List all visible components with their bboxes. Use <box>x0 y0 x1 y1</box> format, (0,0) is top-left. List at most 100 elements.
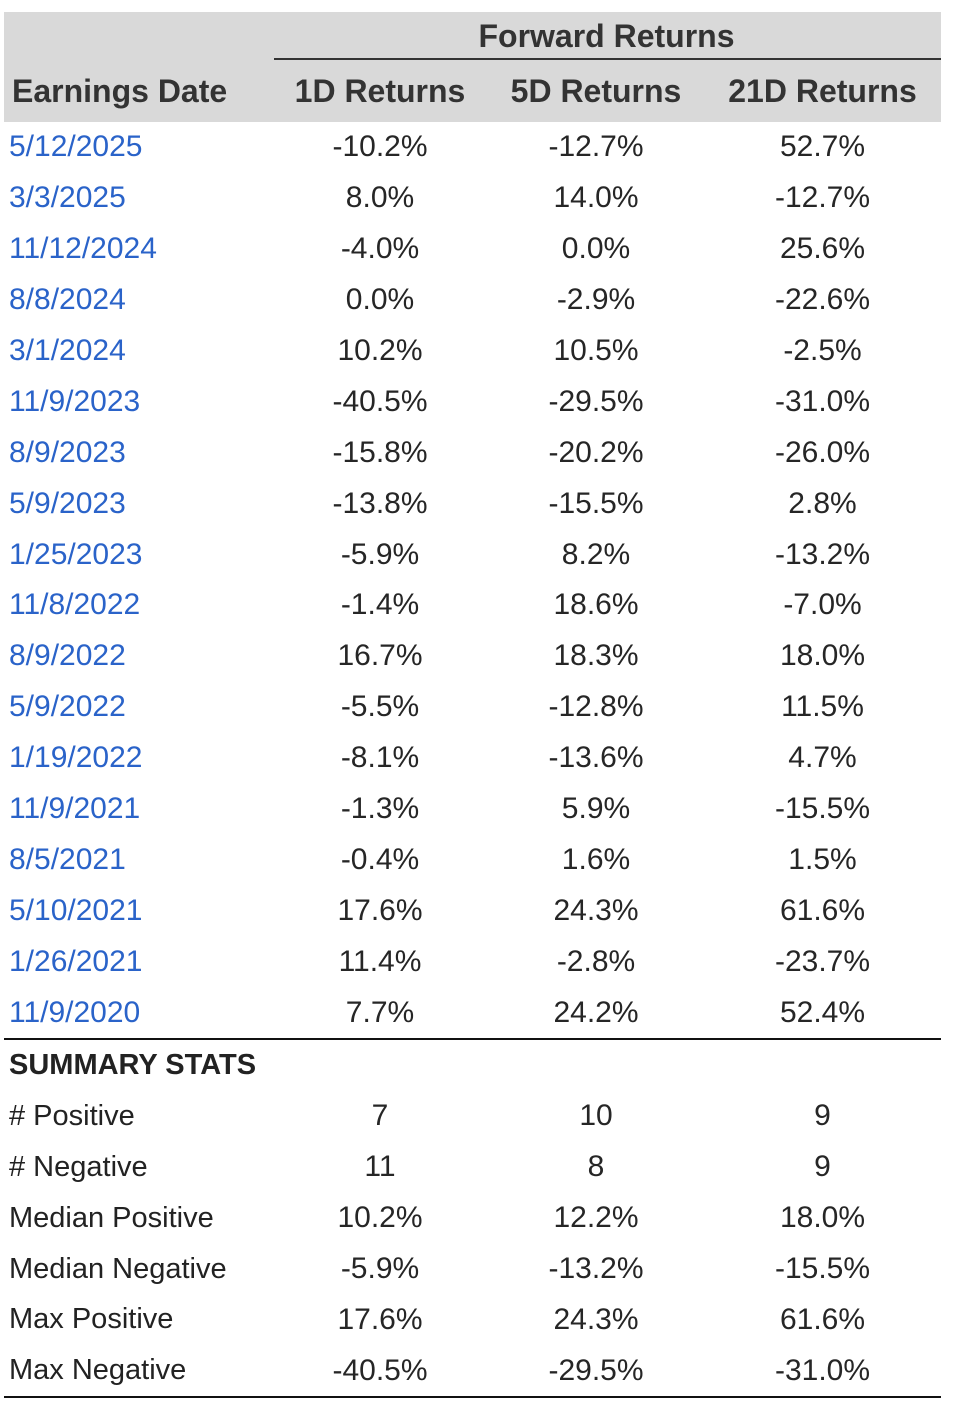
table-row: 8/8/2024 0.0% -2.9% -22.6% <box>4 275 941 326</box>
return-5d-cell: -15.5% <box>548 486 644 520</box>
summary-21d-value: 61.6% <box>779 1302 866 1336</box>
summary-1d-value: 10.2% <box>337 1201 423 1235</box>
summary-5d-value: 12.2% <box>553 1201 639 1235</box>
return-1d-cell: -1.3% <box>340 792 420 826</box>
return-5d-cell: 24.3% <box>553 893 639 927</box>
table-row: 3/1/2024 10.2% 10.5% -2.5% <box>4 326 941 377</box>
summary-stat-label: # Negative <box>9 1150 148 1183</box>
earnings-date-link[interactable]: 1/26/2021 <box>9 944 143 978</box>
table-row: 5/10/2021 17.6% 24.3% 61.6% <box>4 885 941 936</box>
summary-row: Median Negative -5.9% -13.2% -15.5% <box>4 1244 941 1295</box>
return-21d-cell: 11.5% <box>781 690 864 724</box>
return-5d-cell: -12.8% <box>548 690 644 724</box>
earnings-date-link[interactable]: 8/5/2021 <box>9 842 126 876</box>
table-row: 1/26/2021 11.4% -2.8% -23.7% <box>4 936 941 987</box>
earnings-data-body: 5/12/2025 -10.2% -12.7% 52.7% 3/3/2025 8.0% 14… <box>4 122 941 1041</box>
return-21d-cell: 52.7% <box>779 130 866 164</box>
return-5d-cell: 18.6% <box>553 588 639 622</box>
earnings-date-link[interactable]: 5/12/2025 <box>9 130 143 164</box>
summary-5d-value: -29.5% <box>488 1345 704 1399</box>
return-5d-cell: 0.0% <box>561 232 631 266</box>
return-5d-cell: -2.8% <box>556 944 636 978</box>
table-row: 1/19/2022 -8.1% -13.6% 4.7% <box>4 733 941 784</box>
earnings-date-link[interactable]: 3/3/2025 <box>9 181 126 215</box>
earnings-date-link[interactable]: 8/9/2023 <box>9 435 126 469</box>
summary-stats-body: SUMMARY STATS # Positive 7 10 9 # Negative 11… <box>4 1039 941 1399</box>
return-1d-cell: 0.0% <box>345 283 415 317</box>
return-21d-cell: -13.2% <box>774 537 871 571</box>
return-1d-cell: 7.7% <box>272 987 488 1041</box>
header-group-spacer <box>4 12 272 60</box>
return-1d-cell: 8.0% <box>345 181 415 215</box>
return-5d-cell: -12.7% <box>548 130 644 164</box>
earnings-date-link[interactable]: 11/9/2020 <box>4 987 272 1041</box>
return-5d-cell: -13.6% <box>548 741 644 775</box>
return-5d-cell: 8.2% <box>561 537 631 571</box>
summary-5d-value: -13.2% <box>548 1252 644 1286</box>
earnings-date-link[interactable]: 8/8/2024 <box>9 283 126 317</box>
return-21d-cell: 2.8% <box>788 486 857 520</box>
summary-title-row: SUMMARY STATS <box>4 1039 941 1091</box>
return-1d-cell: -5.5% <box>340 690 420 724</box>
return-21d-cell: -7.0% <box>783 588 862 622</box>
column-header-5d-returns: 5D Returns <box>488 60 704 122</box>
summary-21d-value: 9 <box>814 1150 831 1184</box>
summary-1d-value: 11 <box>364 1150 396 1184</box>
return-21d-cell: -12.7% <box>774 181 871 215</box>
column-header-1d-returns: 1D Returns <box>272 60 488 122</box>
return-1d-cell: -40.5% <box>332 384 428 418</box>
header-column-row: Earnings Date 1D Returns 5D Returns 21D … <box>4 60 941 122</box>
return-1d-cell: -10.2% <box>332 130 428 164</box>
summary-1d-value: 7 <box>371 1099 389 1133</box>
table-row: 8/9/2022 16.7% 18.3% 18.0% <box>4 631 941 682</box>
earnings-date-link[interactable]: 11/9/2021 <box>9 792 141 826</box>
return-1d-cell: 17.6% <box>337 893 423 927</box>
earnings-date-link[interactable]: 11/9/2023 <box>9 384 141 418</box>
return-21d-cell: -23.7% <box>774 944 871 978</box>
earnings-date-link[interactable]: 5/9/2023 <box>9 486 126 520</box>
return-1d-cell: 11.4% <box>338 944 422 978</box>
return-21d-cell: 18.0% <box>779 639 866 673</box>
summary-5d-value: 10 <box>579 1099 613 1133</box>
earnings-date-link[interactable]: 11/12/2024 <box>9 232 157 266</box>
earnings-date-link[interactable]: 5/10/2021 <box>9 893 143 927</box>
return-1d-cell: -0.4% <box>340 842 420 876</box>
summary-21d-value: -15.5% <box>774 1252 871 1286</box>
forward-returns-table-container: Forward Returns Earnings Date 1D Returns… <box>4 12 941 1399</box>
table-row: 11/9/2021 -1.3% 5.9% -15.5% <box>4 784 941 835</box>
summary-21d-value: 18.0% <box>779 1201 866 1235</box>
header-group-row: Forward Returns <box>4 12 941 60</box>
return-21d-cell: -2.5% <box>783 334 862 367</box>
return-5d-cell: 18.3% <box>553 639 639 673</box>
return-5d-cell: -20.2% <box>548 435 644 469</box>
table-row: 5/9/2022 -5.5% -12.8% 11.5% <box>4 682 941 733</box>
table-row: 11/9/2023 -40.5% -29.5% -31.0% <box>4 376 941 427</box>
earnings-date-link[interactable]: 8/9/2022 <box>9 639 126 673</box>
summary-row: Median Positive 10.2% 12.2% 18.0% <box>4 1193 941 1244</box>
summary-stat-label: Max Positive <box>9 1303 174 1336</box>
earnings-date-link[interactable]: 3/1/2024 <box>9 334 126 367</box>
return-21d-cell: 25.6% <box>779 232 866 266</box>
table-row: 8/9/2023 -15.8% -20.2% -26.0% <box>4 427 941 478</box>
table-row: 5/9/2023 -13.8% -15.5% 2.8% <box>4 478 941 529</box>
summary-5d-value: 8 <box>587 1150 605 1184</box>
return-1d-cell: -1.4% <box>340 588 420 622</box>
table-row: 11/9/2020 7.7% 24.2% 52.4% <box>4 987 941 1041</box>
summary-row: Max Positive 17.6% 24.3% 61.6% <box>4 1294 941 1345</box>
summary-row: # Negative 11 8 9 <box>4 1142 941 1193</box>
return-1d-cell: -4.0% <box>340 232 420 266</box>
table-row: 11/8/2022 -1.4% 18.6% -7.0% <box>4 580 941 631</box>
table-header: Forward Returns Earnings Date 1D Returns… <box>4 12 941 122</box>
earnings-date-link[interactable]: 1/19/2022 <box>9 741 143 775</box>
return-5d-cell: 5.9% <box>561 792 631 826</box>
return-21d-cell: 4.7% <box>788 741 857 775</box>
return-1d-cell: 16.7% <box>337 639 423 673</box>
return-21d-cell: 61.6% <box>779 893 866 927</box>
table-row: 1/25/2023 -5.9% 8.2% -13.2% <box>4 529 941 580</box>
earnings-date-link[interactable]: 11/8/2022 <box>9 588 141 622</box>
earnings-date-link[interactable]: 5/9/2022 <box>9 690 126 724</box>
return-21d-cell: -31.0% <box>774 384 871 418</box>
summary-stat-label: Median Positive <box>9 1201 214 1234</box>
earnings-date-link[interactable]: 1/25/2023 <box>9 537 143 571</box>
return-1d-cell: 10.2% <box>337 334 423 367</box>
